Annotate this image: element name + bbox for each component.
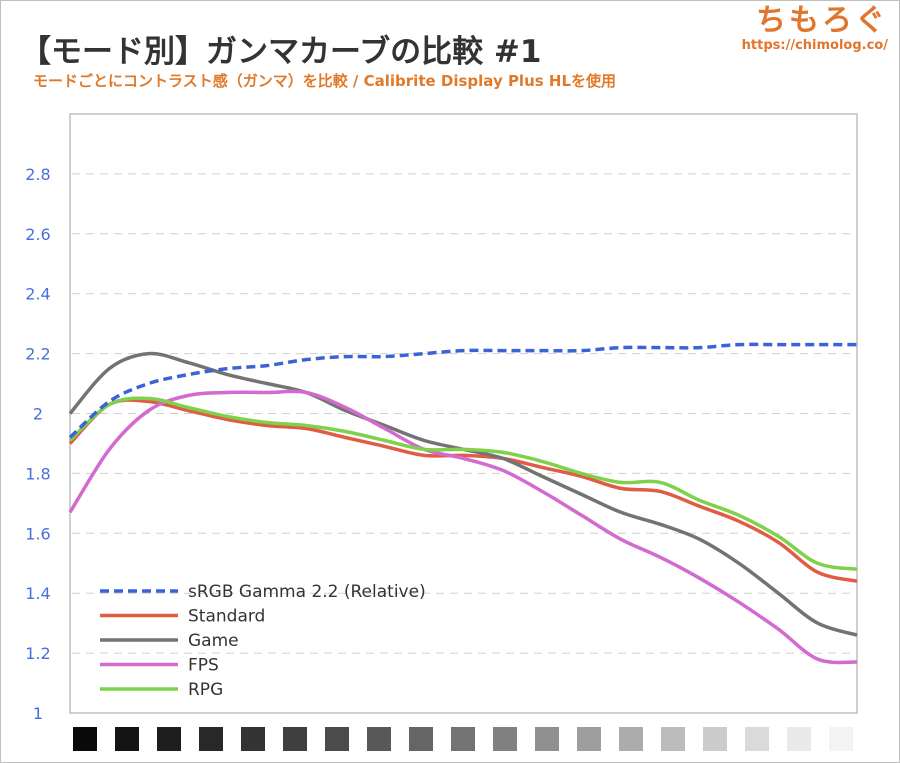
- y-tick-label: 2.8: [25, 165, 50, 184]
- chart-subtitle: モードごとにコントラスト感（ガンマ）を比較 / Calibrite Displa…: [33, 72, 617, 90]
- brand-url: https://chimolog.co/: [741, 38, 888, 53]
- brand-logo: ちもろぐ https://chimolog.co/: [742, 4, 888, 54]
- gray-step-swatch: [325, 727, 349, 751]
- gray-step-swatch: [367, 727, 391, 751]
- gray-step-swatch: [451, 727, 475, 751]
- gray-step-swatch: [661, 727, 685, 751]
- legend-label: RPG: [188, 680, 223, 700]
- y-tick-label: 2.4: [25, 285, 50, 304]
- gray-step-swatch: [577, 727, 601, 751]
- y-tick-label: 1: [33, 704, 43, 723]
- y-tick-label: 1.2: [25, 644, 50, 663]
- gray-step-swatch: [409, 727, 433, 751]
- gray-step-swatch: [787, 727, 811, 751]
- y-tick-label: 1.6: [25, 524, 50, 543]
- gray-step-swatch: [157, 727, 181, 751]
- y-tick-label: 2.6: [25, 225, 50, 244]
- gray-step-swatch: [283, 727, 307, 751]
- gray-step-swatch: [619, 727, 643, 751]
- gray-step-swatch: [241, 727, 265, 751]
- chart-title: 【モード別】ガンマカーブの比較 #1: [20, 34, 542, 70]
- series-line-fps: [68, 389, 858, 665]
- legend-label: FPS: [188, 656, 219, 676]
- legend-label: Standard: [188, 607, 265, 627]
- brand-name: ちもろぐ: [756, 3, 888, 38]
- gray-step-swatch: [703, 727, 727, 751]
- y-tick-label: 1.8: [25, 464, 50, 483]
- gray-step-swatch: [73, 727, 97, 751]
- legend-label: Game: [188, 631, 239, 651]
- series-line-rpg: [68, 396, 858, 571]
- gray-step-swatch: [535, 727, 559, 751]
- y-tick-label: 1.4: [25, 584, 50, 603]
- gray-step-swatch: [115, 727, 139, 751]
- gray-step-swatch: [199, 727, 223, 751]
- y-tick-label: 2.2: [25, 345, 50, 364]
- gray-step-swatch: [493, 727, 517, 751]
- series-line-srgb-gamma-2-2-relative: [68, 342, 857, 439]
- y-tick-label: 2: [33, 405, 43, 424]
- legend-label: sRGB Gamma 2.2 (Relative): [188, 582, 426, 602]
- series-line-standard: [68, 398, 858, 583]
- gray-step-swatch: [745, 727, 769, 751]
- gray-step-swatch: [829, 727, 853, 751]
